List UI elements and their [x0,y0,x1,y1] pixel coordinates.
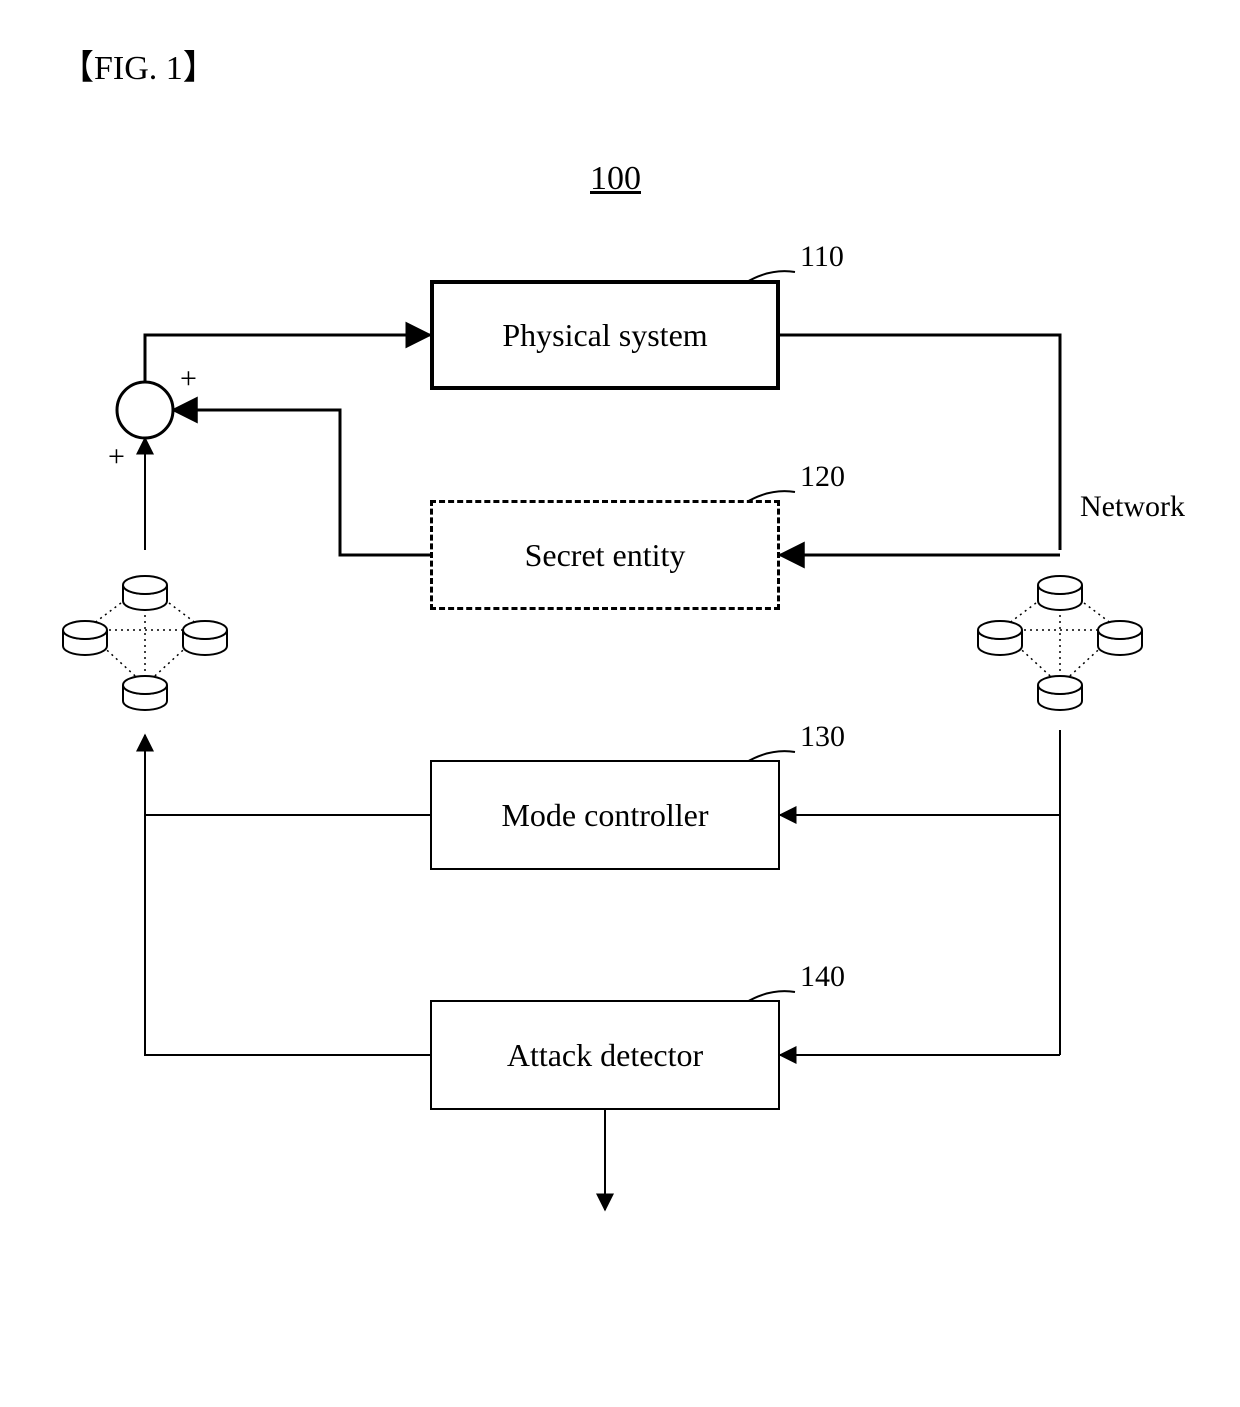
physical-system-label: Physical system [502,317,707,354]
ref-secret: 120 [800,460,845,494]
attack-detector-label: Attack detector [507,1037,703,1074]
network-icon-right [978,576,1142,710]
edge-physical-to-net-r [780,335,1060,550]
edge-attack-to-net-l [145,735,430,1055]
secret-entity-box: Secret entity [430,500,780,610]
mode-controller-box: Mode controller [430,760,780,870]
network-icon-left [63,576,227,710]
attack-detector-box: Attack detector [430,1000,780,1110]
diagram-svg [0,0,1240,1407]
physical-system-box: Physical system [430,280,780,390]
edge-mode-to-net-l [145,735,430,815]
ref-mode: 130 [800,720,845,754]
secret-entity-label: Secret entity [525,537,686,574]
mode-controller-label: Mode controller [501,797,708,834]
edge-secret-to-sum [173,410,430,555]
summing-junction [117,382,173,438]
plus-mark: + [108,440,125,474]
ref-physical: 110 [800,240,844,274]
ref-attack: 140 [800,960,845,994]
plus-mark: + [180,362,197,396]
network-label: Network [1080,490,1185,524]
